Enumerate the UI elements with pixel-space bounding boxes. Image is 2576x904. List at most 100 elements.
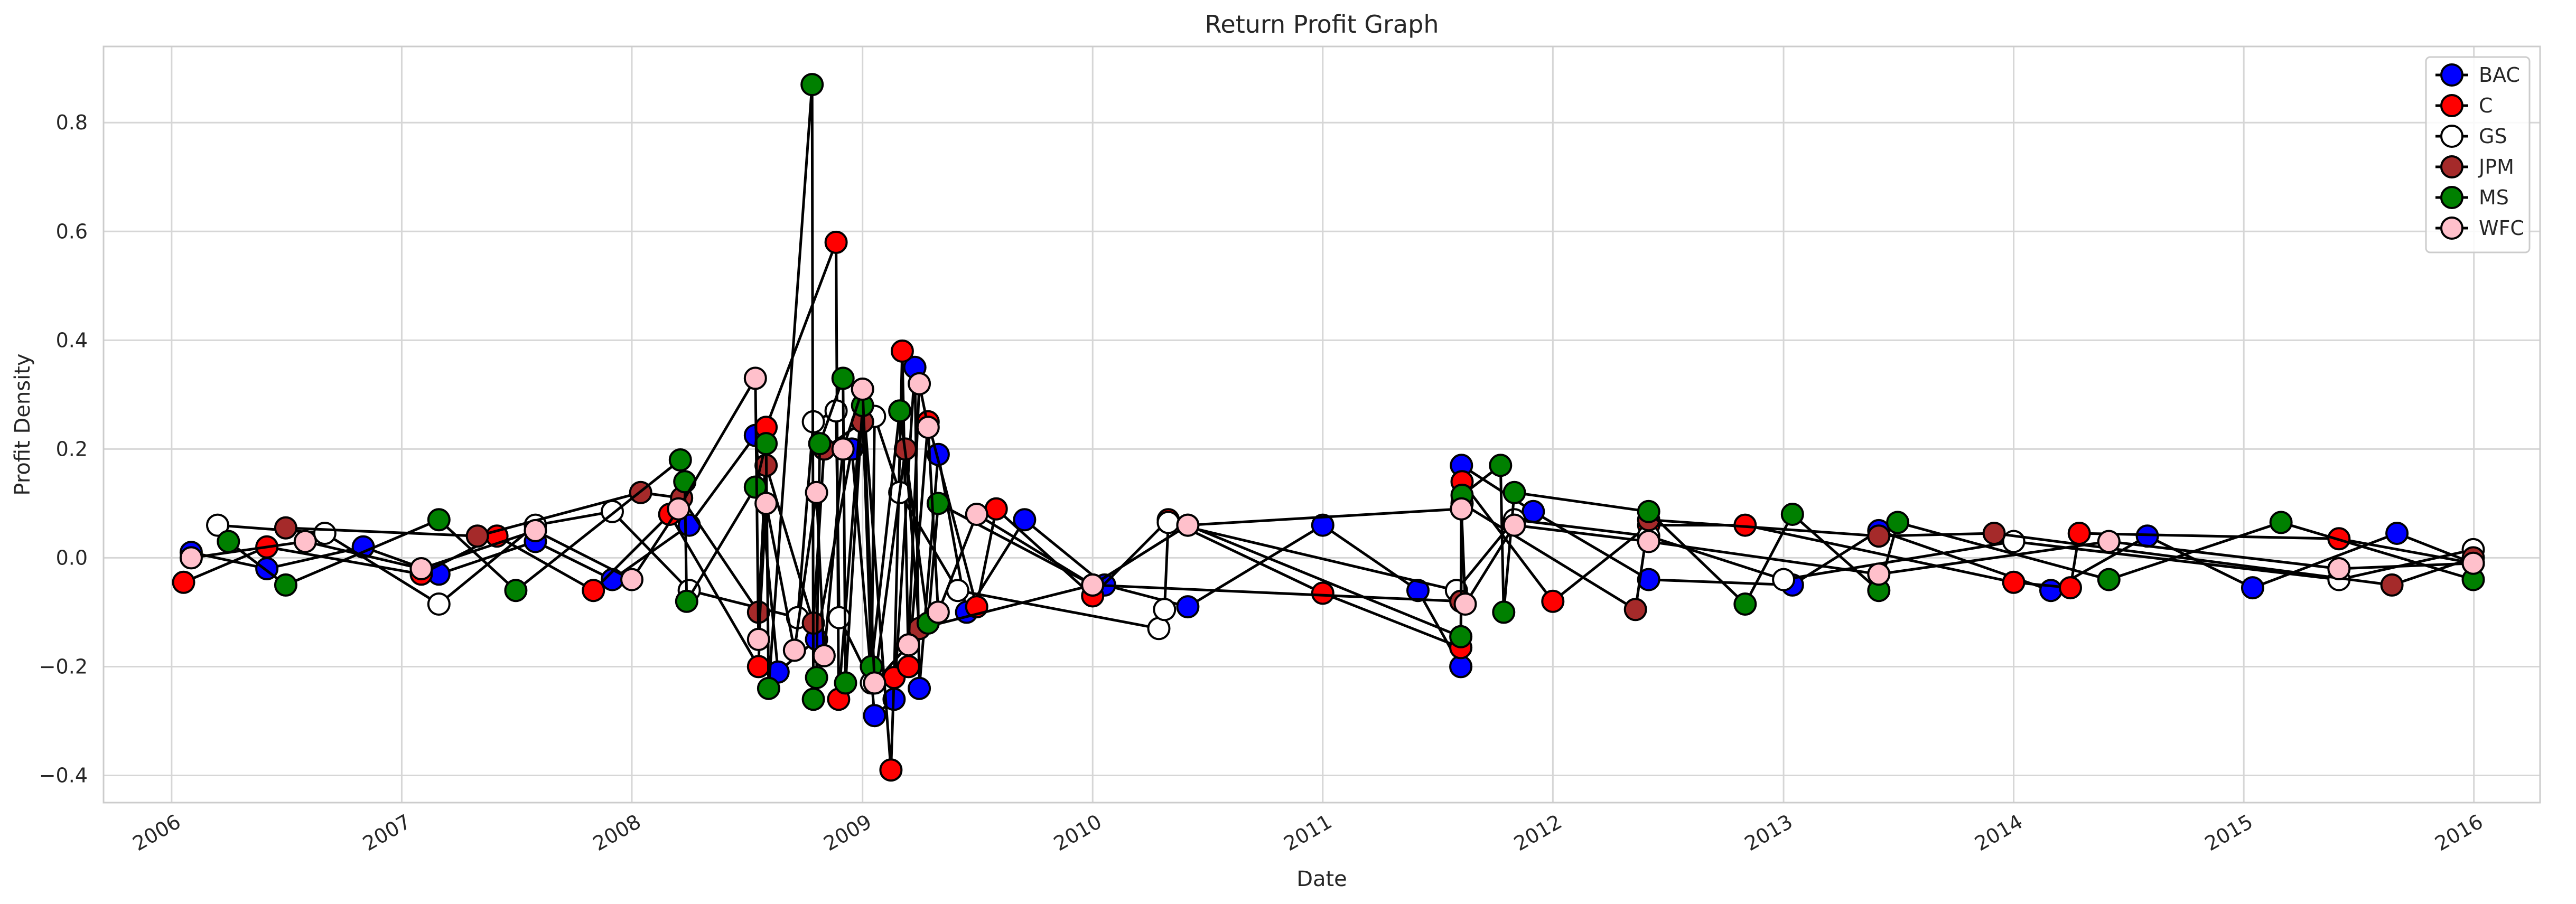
data-point	[2461, 551, 2485, 575]
data-point	[746, 655, 770, 679]
data-point	[888, 399, 912, 423]
data-point	[1013, 508, 1037, 532]
data-point	[179, 546, 203, 570]
data-point	[1153, 598, 1177, 622]
x-tick-label: 2007	[359, 810, 415, 855]
data-point	[897, 633, 920, 657]
data-point	[409, 557, 433, 580]
data-point	[1637, 568, 1660, 591]
legend-item: JPM	[2435, 155, 2514, 178]
legend-marker	[2440, 186, 2463, 209]
series-gs	[206, 399, 2485, 695]
data-point	[908, 676, 931, 700]
data-point	[1541, 589, 1565, 613]
data-point	[274, 516, 297, 540]
data-point	[890, 339, 914, 363]
legend-label: MS	[2479, 186, 2509, 209]
data-point	[2059, 576, 2082, 600]
data-point	[926, 600, 950, 624]
data-point	[908, 372, 931, 396]
data-point	[757, 676, 780, 700]
series-wfc	[179, 366, 2485, 695]
y-tick-label: 0.8	[56, 111, 88, 134]
data-point	[863, 671, 886, 695]
data-point	[2097, 530, 2121, 553]
x-tick-label: 2010	[1050, 810, 1106, 855]
data-point	[824, 230, 848, 254]
chart-title: Return Profit Graph	[1205, 10, 1439, 39]
data-point	[1156, 511, 1180, 534]
x-tick-label: 2009	[819, 810, 875, 855]
data-point	[808, 432, 832, 456]
x-tick-label: 2015	[2201, 810, 2257, 855]
data-point	[1489, 454, 1513, 477]
series-jpm	[274, 410, 2485, 695]
data-point	[675, 589, 698, 613]
data-point	[2067, 522, 2091, 545]
data-point	[2039, 579, 2062, 602]
series-line	[183, 242, 2474, 770]
data-point	[827, 606, 851, 629]
y-tick-label: 0.0	[56, 546, 88, 569]
data-point	[1867, 562, 1891, 586]
data-point	[800, 73, 824, 97]
x-tick-label: 2008	[589, 810, 645, 855]
data-point	[1450, 497, 1473, 521]
data-point	[879, 758, 903, 782]
x-tick-label: 2011	[1280, 810, 1336, 855]
legend-item: C	[2435, 94, 2493, 117]
data-point	[668, 448, 692, 472]
legend-label: GS	[2479, 125, 2507, 148]
data-point	[524, 519, 547, 542]
data-point	[754, 432, 778, 456]
data-point	[805, 481, 828, 504]
legend-label: WFC	[2479, 216, 2524, 240]
series-ms	[217, 73, 2485, 711]
data-point	[831, 437, 855, 461]
series-line	[191, 373, 2474, 686]
data-point	[667, 497, 690, 521]
data-point	[582, 579, 605, 602]
data-point	[1637, 530, 1660, 553]
x-tick-label: 2013	[1741, 810, 1797, 855]
data-point	[1492, 600, 1516, 624]
data-point	[217, 530, 240, 553]
data-point	[1772, 568, 1796, 591]
legend-item: GS	[2435, 125, 2507, 148]
data-point	[2002, 570, 2026, 594]
data-point	[274, 573, 297, 597]
data-point	[2097, 568, 2121, 591]
y-tick-label: 0.4	[56, 328, 88, 352]
data-point	[427, 592, 451, 616]
data-point	[984, 497, 1008, 521]
x-tick-label: 2006	[129, 810, 185, 855]
data-point	[805, 666, 828, 690]
data-point	[801, 688, 825, 711]
data-point	[206, 513, 229, 537]
legend-item: MS	[2435, 186, 2509, 209]
data-point	[504, 579, 528, 602]
data-point	[2385, 522, 2409, 545]
data-point	[812, 644, 836, 667]
data-point	[1623, 598, 1647, 622]
x-axis-label: Date	[1296, 867, 1347, 891]
data-point	[2327, 557, 2351, 580]
data-point	[1502, 513, 1526, 537]
x-tick-label: 2016	[2431, 810, 2487, 855]
data-point	[831, 366, 855, 390]
data-point	[1311, 581, 1334, 605]
plot-frame	[102, 45, 2541, 804]
legend-label: BAC	[2479, 63, 2520, 87]
data-point	[620, 568, 643, 591]
y-tick-label: −0.2	[39, 655, 88, 678]
data-point	[1886, 511, 1910, 534]
data-point	[673, 470, 697, 494]
data-point	[1867, 524, 1891, 548]
y-tick-label: 0.6	[56, 220, 88, 243]
x-tick-label: 2014	[1971, 810, 2027, 855]
data-point	[1780, 503, 1804, 526]
data-point	[863, 704, 886, 728]
x-tick-labels: 2006 2007 2008 2009 2010 2011 2012 2013 2014 2015…	[129, 810, 2487, 855]
series-line	[285, 419, 2474, 683]
